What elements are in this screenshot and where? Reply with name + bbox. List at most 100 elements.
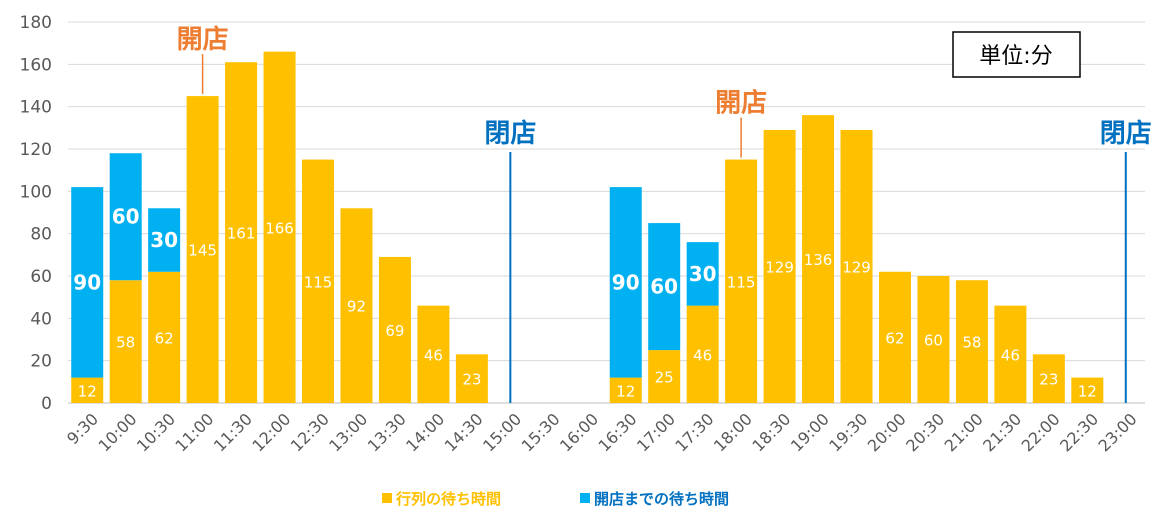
bar-queue: [609, 377, 642, 403]
annotation-open: 開店: [715, 89, 767, 119]
y-tick-label: 20: [30, 352, 52, 372]
x-tick-label: 10:30: [133, 409, 179, 455]
data-label-queue: 69: [385, 322, 404, 340]
x-tick-label: 17:30: [671, 409, 717, 455]
data-label-queue: 60: [924, 332, 943, 350]
data-label-preopen: 60: [650, 275, 678, 299]
x-tick-label: 16:30: [595, 409, 641, 455]
bar-queue: [648, 350, 681, 403]
bars: [71, 51, 1104, 404]
bar-queue: [455, 354, 488, 403]
data-labels: 12 90 58 60 62 30 145 161 166 115 92 69 46 23 12 90 25 60…: [73, 205, 1097, 401]
data-label-queue: 62: [155, 329, 174, 347]
data-label-queue: 92: [347, 298, 366, 316]
bar-queue: [263, 51, 296, 404]
x-tick-label: 20:30: [902, 409, 948, 455]
x-axis: 9:3010:0010:3011:0011:3012:0012:3013:001…: [63, 409, 1140, 455]
x-tick-label: 11:30: [210, 409, 256, 455]
bar-queue: [1032, 354, 1065, 403]
bar-queue: [109, 280, 142, 403]
bar-preopen: [109, 153, 142, 281]
y-tick-label: 0: [41, 394, 52, 414]
data-label-queue: 12: [616, 382, 635, 400]
x-tick-label: 21:00: [941, 409, 987, 455]
x-tick-label: 15:30: [518, 409, 564, 455]
legend-swatch-preopen: [580, 493, 590, 503]
data-label-queue: 58: [962, 334, 981, 352]
data-label-queue: 115: [727, 273, 756, 291]
x-tick-label: 19:30: [825, 409, 871, 455]
bar-queue: [378, 256, 411, 403]
y-tick-label: 140: [20, 98, 52, 118]
x-tick-label: 18:30: [748, 409, 794, 455]
y-tick-label: 100: [20, 182, 52, 202]
legend: 行列の待ち時間 開店までの待ち時間: [382, 490, 729, 508]
annotation-close: 閉店: [484, 119, 536, 149]
unit-box: 単位:分: [952, 31, 1081, 78]
x-tick-label: 12:30: [287, 409, 333, 455]
data-label-preopen: 60: [112, 205, 140, 229]
y-tick-label: 180: [20, 13, 52, 33]
x-tick-label: 18:00: [710, 409, 756, 455]
x-tick-label: 10:00: [94, 409, 140, 455]
x-tick-label: 16:00: [556, 409, 602, 455]
x-tick-label: 20:00: [864, 409, 910, 455]
data-label-queue: 145: [188, 242, 217, 260]
unit-label: 単位:分: [979, 44, 1052, 69]
bar-queue: [148, 271, 181, 403]
x-tick-label: 11:00: [171, 409, 217, 455]
data-label-queue: 62: [885, 329, 904, 347]
x-tick-label: 15:00: [479, 409, 525, 455]
bar-queue: [917, 276, 950, 403]
y-tick-label: 160: [20, 55, 52, 75]
data-label-preopen: 30: [150, 228, 178, 252]
x-tick-label: 21:30: [979, 409, 1025, 455]
data-label-queue: 166: [265, 219, 294, 237]
data-label-queue: 46: [693, 346, 712, 364]
bar-queue: [1071, 377, 1104, 403]
data-label-queue: 129: [765, 258, 794, 276]
data-label-queue: 12: [78, 382, 97, 400]
x-tick-label: 22:00: [1018, 409, 1064, 455]
y-tick-label: 60: [30, 267, 52, 287]
x-tick-label: 17:00: [633, 409, 679, 455]
x-tick-label: 13:00: [325, 409, 371, 455]
bar-preopen: [609, 187, 642, 378]
bar-queue: [686, 305, 719, 403]
data-label-queue: 25: [655, 369, 674, 387]
data-label-queue: 46: [424, 346, 443, 364]
x-tick-label: 14:30: [441, 409, 487, 455]
x-tick-label: 19:00: [787, 409, 833, 455]
data-label-queue: 23: [1039, 371, 1058, 389]
legend-label-preopen: 開店までの待ち時間: [594, 490, 729, 508]
bar-queue: [878, 271, 911, 403]
data-label-queue: 129: [842, 258, 871, 276]
bar-queue: [840, 129, 873, 403]
annotation-close: 閉店: [1100, 119, 1152, 149]
bar-queue: [802, 115, 835, 403]
data-label-queue: 23: [462, 371, 481, 389]
data-label-queue: 46: [1001, 346, 1020, 364]
bar-queue: [302, 159, 335, 403]
data-label-queue: 115: [304, 273, 333, 291]
x-tick-label: 22:30: [1056, 409, 1102, 455]
bar-queue: [955, 280, 988, 403]
bar-preopen: [648, 223, 681, 351]
bar-queue: [340, 208, 373, 403]
y-tick-label: 40: [30, 309, 52, 329]
bar-queue: [763, 129, 796, 403]
data-label-queue: 136: [804, 251, 833, 269]
legend-label-queue: 行列の待ち時間: [395, 490, 501, 508]
y-tick-label: 80: [30, 225, 52, 245]
annotation-open: 開店: [177, 25, 229, 55]
x-tick-label: 12:00: [248, 409, 294, 455]
data-label-preopen: 30: [689, 262, 717, 286]
y-axis: 0 20 40 60 80 100 120 140 160 180: [20, 13, 52, 414]
data-label-queue: 58: [116, 334, 135, 352]
data-label-queue: 161: [227, 225, 256, 243]
data-label-preopen: 90: [612, 270, 640, 294]
x-tick-label: 13:30: [364, 409, 410, 455]
bar-queue: [725, 159, 758, 403]
